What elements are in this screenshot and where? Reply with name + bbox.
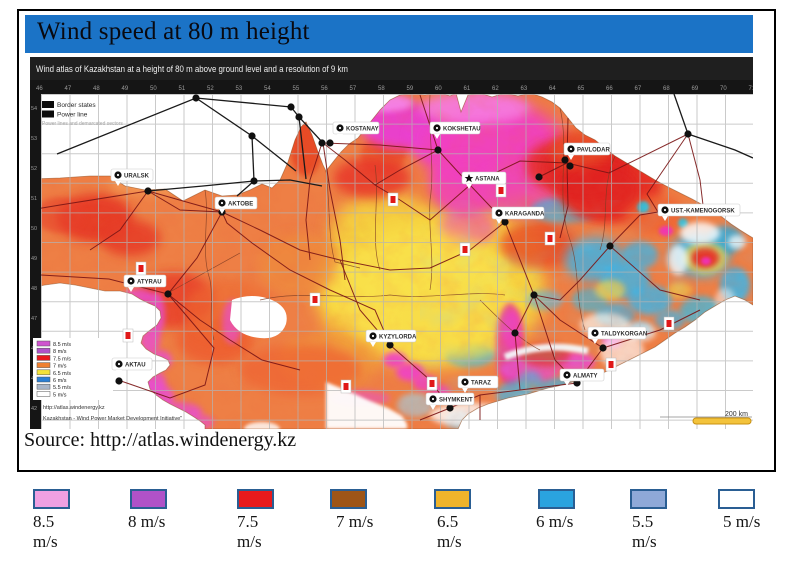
svg-text:AKTOBE: AKTOBE: [228, 202, 253, 208]
svg-text:49: 49: [31, 256, 37, 262]
svg-text:57: 57: [350, 86, 357, 92]
svg-text:55: 55: [293, 86, 300, 92]
svg-text:5 m/s: 5 m/s: [53, 392, 67, 398]
svg-text:48: 48: [93, 86, 100, 92]
svg-text:Power line: Power line: [57, 112, 88, 119]
svg-text:8.5 m/s: 8.5 m/s: [53, 342, 71, 348]
svg-text:71: 71: [749, 86, 754, 92]
svg-text:56: 56: [321, 86, 328, 92]
svg-text:52: 52: [31, 166, 37, 172]
svg-text:ALMATY: ALMATY: [573, 374, 598, 380]
svg-text:Border states: Border states: [57, 102, 96, 109]
svg-text:47: 47: [65, 86, 72, 92]
svg-text:42: 42: [31, 406, 37, 412]
svg-text:KARAGANDA: KARAGANDA: [505, 212, 545, 218]
svg-text:66: 66: [606, 86, 613, 92]
svg-text:54: 54: [264, 86, 271, 92]
svg-text:65: 65: [578, 86, 585, 92]
svg-text:UST.-KAMENOGORSK: UST.-KAMENOGORSK: [671, 209, 735, 215]
svg-text:51: 51: [179, 86, 186, 92]
svg-text:60: 60: [435, 86, 442, 92]
svg-text:50: 50: [31, 226, 37, 232]
svg-text:TARAZ: TARAZ: [471, 381, 491, 387]
svg-text:68: 68: [663, 86, 670, 92]
svg-text:ASTANA: ASTANA: [475, 177, 500, 183]
svg-text:7.5 m/s: 7.5 m/s: [53, 356, 71, 362]
svg-text:48: 48: [31, 286, 37, 292]
svg-text:KOSTANAY: KOSTANAY: [346, 127, 379, 133]
svg-text:50: 50: [150, 86, 157, 92]
svg-text:62: 62: [492, 86, 499, 92]
svg-text:ATYRAU: ATYRAU: [137, 280, 162, 286]
svg-text:69: 69: [692, 86, 699, 92]
svg-text:5.5 m/s: 5.5 m/s: [53, 385, 71, 391]
svg-text:7 m/s: 7 m/s: [53, 364, 67, 370]
svg-text:URALSK: URALSK: [124, 174, 150, 180]
svg-text:49: 49: [122, 86, 129, 92]
svg-text:KYZYLORDA: KYZYLORDA: [379, 335, 417, 341]
svg-text:46: 46: [36, 86, 43, 92]
svg-text:KOKSHETAU: KOKSHETAU: [443, 127, 481, 133]
svg-text:70: 70: [720, 86, 727, 92]
svg-text:6 m/s: 6 m/s: [53, 378, 67, 384]
svg-text:54: 54: [31, 106, 37, 112]
svg-text:64: 64: [549, 86, 556, 92]
svg-text:63: 63: [521, 86, 528, 92]
svg-text:Power lines and demarcated sec: Power lines and demarcated sectors: [42, 121, 123, 127]
svg-text:8 m/s: 8 m/s: [53, 349, 67, 355]
svg-text:52: 52: [207, 86, 214, 92]
svg-text:http://atlas.windenergy.kz: http://atlas.windenergy.kz: [43, 405, 105, 411]
svg-text:59: 59: [407, 86, 414, 92]
svg-text:200 km: 200 km: [725, 411, 748, 418]
svg-text:TALDYKORGAN: TALDYKORGAN: [601, 332, 647, 338]
svg-text:53: 53: [236, 86, 243, 92]
svg-text:53: 53: [31, 136, 37, 142]
svg-text:61: 61: [464, 86, 471, 92]
svg-text:47: 47: [31, 316, 37, 322]
svg-text:58: 58: [378, 86, 385, 92]
svg-text:PAVLODAR: PAVLODAR: [577, 148, 610, 154]
svg-text:SHYMKENT: SHYMKENT: [439, 398, 473, 404]
svg-text:51: 51: [31, 196, 37, 202]
svg-text:67: 67: [635, 86, 642, 92]
svg-text:Kazakhstan - Wind Power Market: Kazakhstan - Wind Power Market Developme…: [43, 416, 182, 422]
svg-text:6.5 m/s: 6.5 m/s: [53, 371, 71, 377]
svg-text:Wind atlas of Kazakhstan at a: Wind atlas of Kazakhstan at a height of …: [36, 64, 348, 75]
svg-text:AKTAU: AKTAU: [125, 363, 146, 369]
